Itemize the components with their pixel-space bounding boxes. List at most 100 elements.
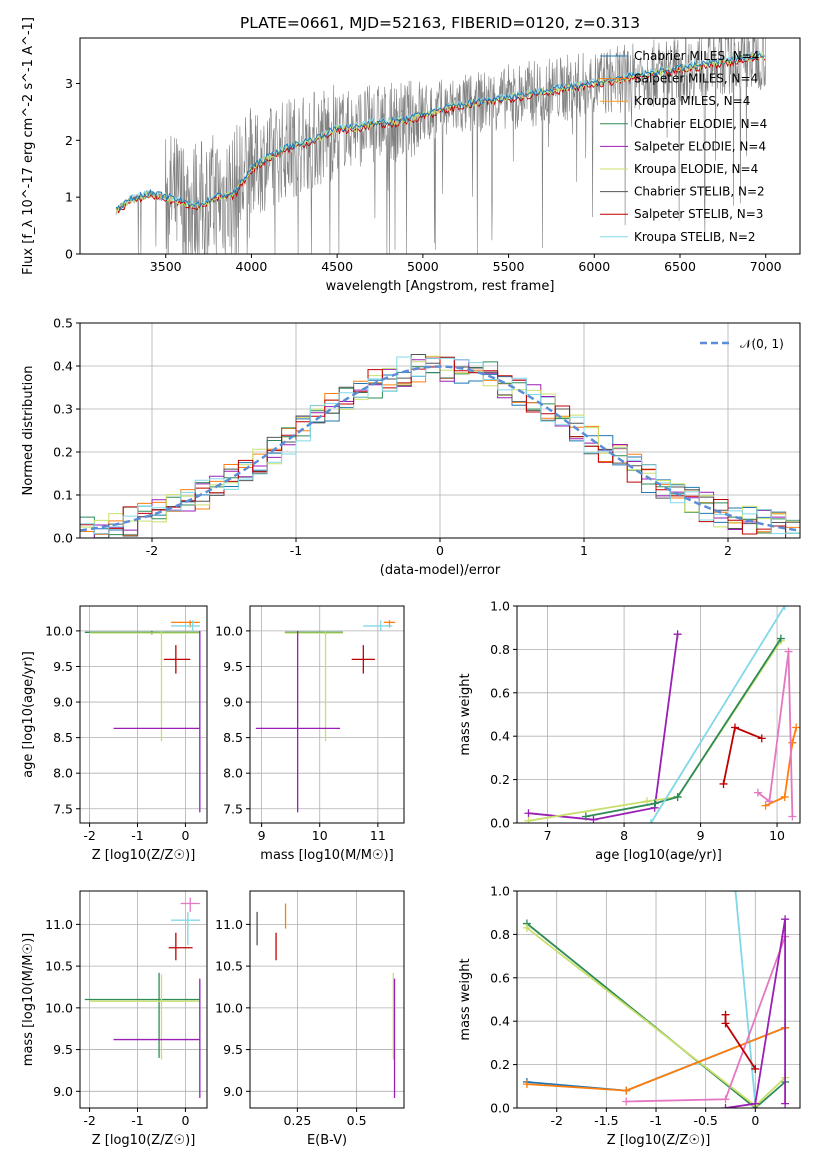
error-bar-point (163, 645, 191, 674)
plot-area (524, 606, 800, 823)
weight-marker (589, 815, 598, 823)
y-tick-label: 9.5 (223, 1042, 243, 1057)
error-bar-point (171, 911, 200, 946)
y-tick-label: 10.0 (45, 1000, 73, 1015)
x-axis-label: (data-model)/error (380, 563, 501, 578)
y-tick-label: 2 (65, 133, 73, 148)
error-bar-point (180, 897, 200, 912)
plot-area (115, 38, 766, 254)
x-tick-label: 0.25 (283, 1113, 311, 1128)
x-tick-label: 0 (181, 1113, 189, 1128)
y-tick-label: 0.3 (53, 402, 73, 417)
weight-line (765, 727, 798, 807)
error-bar-point (113, 630, 201, 813)
weight-marker (721, 1010, 730, 1019)
plot-area (84, 897, 201, 1098)
legend-entry: Salpeter STELIB, N=3 (634, 207, 763, 221)
legend-entry: Kroupa STELIB, N=2 (634, 230, 756, 244)
weight-marker (522, 1080, 531, 1089)
figure-title: PLATE=0661, MJD=52163, FIBERID=0120, z=0… (240, 14, 640, 32)
y-tick-label: 0.4 (490, 729, 510, 744)
y-tick-label: 9.0 (223, 1084, 243, 1099)
y-tick-label: 0 (65, 247, 73, 262)
y-tick-label: 0.4 (53, 359, 73, 374)
x-tick-label: 6000 (578, 259, 610, 274)
weight-marker (792, 723, 800, 732)
y-tick-label: 9.0 (53, 695, 73, 710)
y-tick-label: 0.1 (53, 488, 73, 503)
x-tick-label: 2 (724, 543, 732, 558)
y-tick-label: 8.0 (53, 766, 73, 781)
y-tick-label: 10.5 (215, 959, 243, 974)
x-tick-label: -1 (131, 828, 143, 843)
legend: 𝒩(0, 1) (700, 337, 784, 351)
x-axis-label: E(B-V) (307, 1133, 347, 1148)
residual-histogram (80, 354, 800, 538)
panel-mass-vs-EBV: 0.25 0.5 9.0 9.5 10.0 10.5 11.0 E(B-V) (215, 890, 405, 1148)
plot-area (80, 354, 800, 538)
weight-line (757, 651, 794, 817)
error-bar-point (168, 932, 193, 961)
y-tick-label: 11.0 (215, 917, 243, 932)
y-tick-label: 10.0 (215, 1000, 243, 1015)
y-tick-label: 0.8 (490, 642, 510, 657)
weight-marker (731, 891, 740, 895)
y-tick-label: 8.5 (53, 730, 73, 745)
y-tick-label: 0.5 (53, 316, 73, 331)
x-tick-label: -2 (550, 1113, 562, 1128)
y-tick-label: 0.4 (490, 1014, 510, 1029)
y-tick-label: 0.6 (490, 685, 510, 700)
legend-entry: Salpeter MILES, N=4 (634, 72, 758, 86)
weight-marker (646, 819, 655, 823)
model-spectrum (115, 52, 765, 211)
y-tick-label: 11.0 (45, 917, 73, 932)
x-tick-label: 0 (751, 1113, 759, 1128)
legend: Chabrier MILES, N=4 Salpeter MILES, N=4 Kr… (600, 49, 767, 244)
panel-age-vs-mass: 9 10 11 7.5 8.0 8.5 9.0 9.5 10.0 mass [log10(M/M☉… (215, 605, 405, 863)
panel-massweight-vs-age: 7 8 9 10 0.0 0.2 0.4 0.6 0.8 1.0 age [log10(age/yr… (458, 599, 801, 863)
y-axis-label: Normed distribution (21, 366, 36, 496)
weight-marker (765, 797, 774, 806)
x-tick-label: 0 (436, 543, 444, 558)
axes-frame (79, 605, 208, 824)
y-tick-label: 8.0 (223, 766, 243, 781)
weight-marker (719, 779, 728, 788)
x-tick-label: 1 (580, 543, 588, 558)
y-tick-label: 0.0 (53, 531, 73, 546)
weight-marker (524, 809, 533, 818)
x-tick-label: 3500 (150, 259, 182, 274)
x-axis-label: age [log10(age/yr)] (595, 848, 722, 863)
x-tick-label: 5000 (407, 259, 439, 274)
plot-area (522, 891, 790, 1108)
weight-line (734, 891, 757, 1104)
axes-frame (516, 605, 801, 824)
y-axis-label: mass [log10(M/M☉)] (21, 933, 36, 1066)
weight-marker (524, 816, 533, 823)
weight-marker (751, 1099, 760, 1108)
x-tick-label: -1 (131, 1113, 143, 1128)
y-tick-label: 9.0 (53, 1084, 73, 1099)
weight-marker (781, 915, 790, 924)
x-tick-label: -1.5 (594, 1113, 618, 1128)
y-axis-label: age [log10(age/yr)] (21, 651, 36, 778)
x-tick-label: -2 (83, 828, 95, 843)
normal-curve (80, 365, 800, 532)
y-tick-label: 0.0 (490, 816, 510, 831)
x-tick-label: 4500 (321, 259, 353, 274)
x-tick-label: 5500 (493, 259, 525, 274)
error-bar-point (351, 645, 375, 674)
error-bar-point (171, 620, 200, 631)
weight-line (725, 919, 786, 1108)
x-axis-label: wavelength [Angstrom, rest frame] (326, 279, 555, 294)
x-tick-label: -2 (146, 543, 158, 558)
y-tick-label: 1.0 (490, 884, 510, 899)
weight-marker (788, 738, 797, 747)
x-tick-label: -0.5 (693, 1113, 717, 1128)
x-tick-label: 4000 (236, 259, 268, 274)
panel-spectrum: 3500 4000 4500 5000 5500 6000 6500 7000 0 1 2 3 wave… (21, 17, 801, 294)
legend-entry: Kroupa MILES, N=4 (634, 94, 750, 108)
weight-marker (753, 788, 762, 797)
plot-area (255, 620, 396, 813)
weight-marker (622, 1086, 631, 1095)
